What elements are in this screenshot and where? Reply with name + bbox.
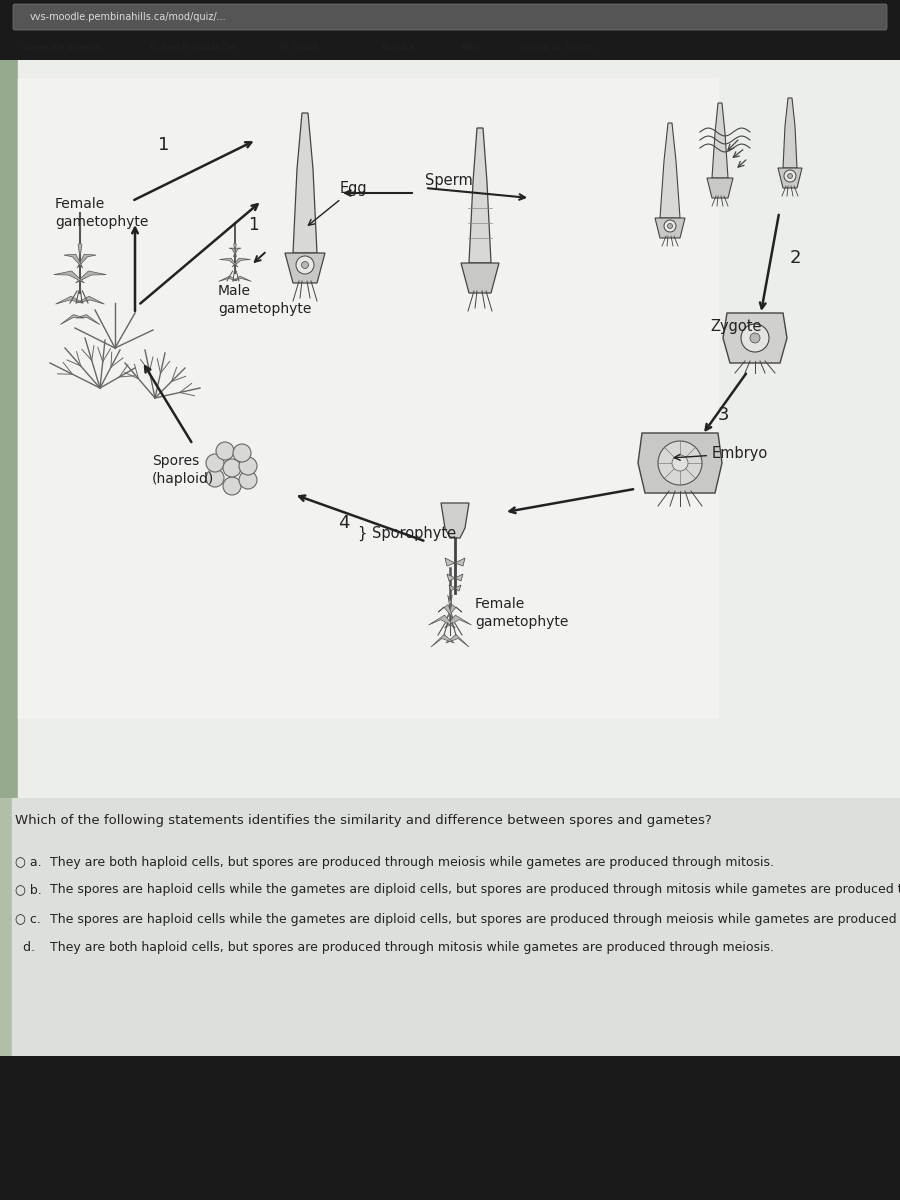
Circle shape	[784, 170, 796, 182]
Text: where the three pl...: where the three pl...	[22, 42, 108, 52]
Polygon shape	[469, 128, 491, 263]
Polygon shape	[455, 574, 463, 581]
Polygon shape	[78, 242, 82, 258]
Polygon shape	[445, 558, 455, 566]
Polygon shape	[778, 168, 802, 188]
Polygon shape	[660, 122, 680, 218]
Circle shape	[302, 262, 309, 269]
Circle shape	[741, 324, 769, 352]
Polygon shape	[449, 584, 455, 590]
Polygon shape	[447, 595, 453, 608]
Circle shape	[216, 442, 234, 460]
Text: 4: 4	[338, 514, 349, 532]
Polygon shape	[285, 253, 325, 283]
Circle shape	[239, 470, 257, 490]
Polygon shape	[438, 605, 453, 618]
Text: G  Free Printable De...: G Free Printable De...	[150, 42, 242, 52]
Text: 3: 3	[718, 406, 730, 424]
Text: They are both haploid cells, but spores are produced through meiosis while gamet: They are both haploid cells, but spores …	[42, 856, 774, 869]
Polygon shape	[428, 616, 455, 628]
Polygon shape	[293, 113, 317, 253]
Polygon shape	[446, 635, 469, 647]
Text: Male
gametophyte: Male gametophyte	[218, 284, 311, 317]
FancyBboxPatch shape	[13, 4, 887, 30]
Polygon shape	[723, 313, 787, 362]
Polygon shape	[220, 258, 238, 266]
Text: 1: 1	[158, 136, 169, 154]
Circle shape	[233, 444, 251, 462]
Text: ○ c.: ○ c.	[15, 913, 40, 926]
Polygon shape	[60, 314, 84, 324]
Circle shape	[668, 223, 672, 228]
Text: ○ b.: ○ b.	[15, 883, 41, 896]
Polygon shape	[232, 276, 251, 281]
Text: Female
gametophyte: Female gametophyte	[475, 596, 569, 629]
Text: Spores
(haploid): Spores (haploid)	[152, 454, 214, 486]
Polygon shape	[431, 635, 454, 647]
Polygon shape	[234, 248, 241, 257]
Text: The spores are haploid cells while the gametes are diploid cells, but spores are: The spores are haploid cells while the g…	[42, 913, 900, 926]
Polygon shape	[219, 276, 238, 281]
Text: 1: 1	[248, 216, 258, 234]
Polygon shape	[447, 574, 455, 581]
Bar	[18, 78, 718, 718]
Polygon shape	[56, 296, 84, 304]
Text: ○ a.: ○ a.	[15, 856, 41, 869]
Polygon shape	[54, 271, 85, 283]
Text: d.: d.	[15, 941, 35, 954]
Text: Which of the following statements identifies the similarity and difference betwe: Which of the following statements identi…	[15, 814, 712, 827]
Polygon shape	[232, 258, 250, 266]
Polygon shape	[447, 605, 462, 618]
Text: vvs-moodle.pembinahills.ca/mod/quiz/...: vvs-moodle.pembinahills.ca/mod/quiz/...	[30, 12, 227, 22]
Circle shape	[223, 476, 241, 494]
Circle shape	[223, 458, 241, 476]
Polygon shape	[461, 263, 499, 293]
Text: Embryo: Embryo	[674, 446, 769, 461]
Polygon shape	[455, 584, 461, 590]
Text: The spores are haploid cells while the gametes are diploid cells, but spores are: The spores are haploid cells while the g…	[42, 883, 900, 896]
Circle shape	[296, 256, 314, 274]
Polygon shape	[76, 271, 106, 283]
Text: Sperm: Sperm	[425, 173, 472, 187]
Polygon shape	[234, 242, 237, 253]
Circle shape	[658, 440, 702, 485]
Text: Female
gametophyte: Female gametophyte	[55, 197, 148, 229]
Circle shape	[664, 220, 676, 232]
Polygon shape	[76, 296, 104, 304]
Circle shape	[239, 457, 257, 475]
Polygon shape	[64, 254, 83, 268]
Polygon shape	[655, 218, 685, 238]
Polygon shape	[712, 103, 728, 178]
Polygon shape	[783, 98, 797, 168]
Polygon shape	[441, 503, 469, 538]
Text: } Sporophyte: } Sporophyte	[358, 526, 456, 541]
Text: Zygote: Zygote	[710, 318, 761, 334]
Circle shape	[788, 174, 793, 179]
Text: 2: 2	[790, 248, 802, 266]
Polygon shape	[76, 314, 100, 324]
Polygon shape	[445, 616, 472, 628]
Circle shape	[750, 332, 760, 343]
Circle shape	[672, 455, 688, 470]
Text: YouTube: YouTube	[380, 42, 414, 52]
Polygon shape	[638, 433, 722, 493]
Polygon shape	[229, 248, 237, 257]
Text: They are both haploid cells, but spores are produced through mitosis while gamet: They are both haploid cells, but spores …	[42, 941, 774, 954]
Text: M  Gmail: M Gmail	[280, 42, 317, 52]
Circle shape	[206, 469, 224, 487]
Polygon shape	[707, 178, 733, 198]
Circle shape	[206, 454, 224, 472]
Text: Egg: Egg	[309, 181, 367, 226]
Bar	[0, 60, 18, 798]
Polygon shape	[77, 254, 96, 268]
Text: Formal vs. Inform...: Formal vs. Inform...	[520, 42, 601, 52]
Text: Maps: Maps	[460, 42, 482, 52]
Polygon shape	[455, 558, 465, 566]
Bar	[0, 798, 12, 1056]
